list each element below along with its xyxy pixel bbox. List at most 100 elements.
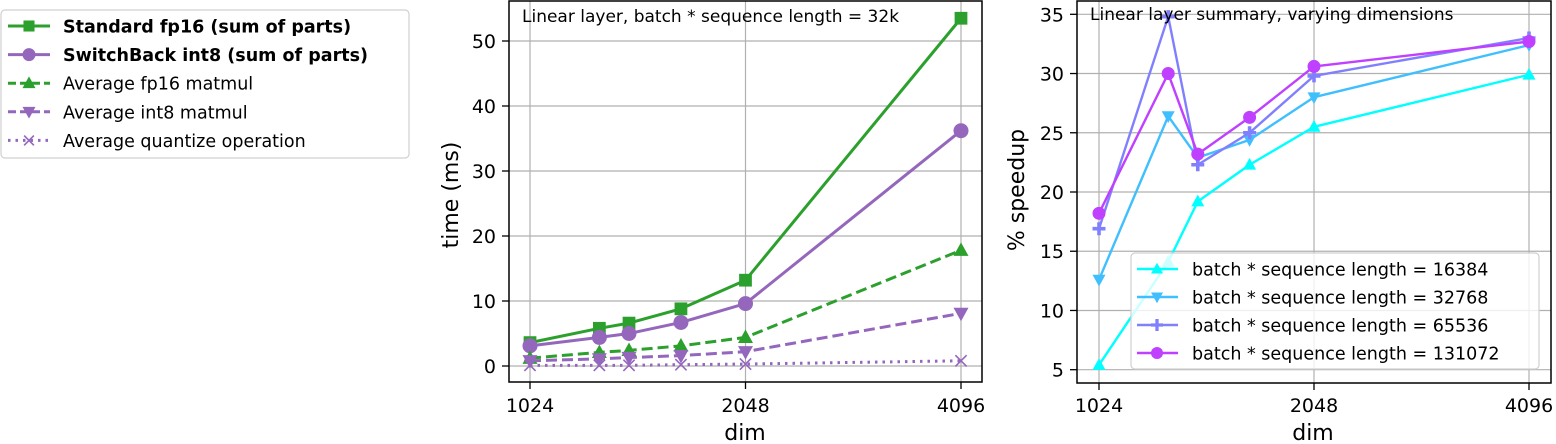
chart-title: Linear layer, batch * sequence length = …: [522, 7, 899, 27]
data-point-square-icon: [674, 302, 688, 316]
legend-item: batch * sequence length = 32768: [1137, 289, 1488, 309]
data-point-square-icon: [954, 11, 968, 25]
data-point-x-icon: [523, 359, 537, 372]
series-path: [1097, 15, 1530, 230]
data-point-x-icon: [622, 359, 636, 372]
legend-plus-icon: [1151, 319, 1163, 331]
legend-square-icon: [23, 20, 35, 32]
data-point-triangle-down-icon: [673, 349, 689, 364]
y-tick-label: 40: [472, 96, 496, 118]
legend-box: [1130, 252, 1540, 370]
y-tick-label: 20: [472, 226, 496, 248]
data-point-plus-icon: [1191, 158, 1205, 172]
legend-speedup-chart: batch * sequence length = 16384 batch * s…: [1130, 252, 1540, 370]
ticks: 1024 2048 4096 5 10 15 20 25 30 35: [1040, 4, 1553, 417]
y-axis-label: time (ms): [439, 142, 464, 249]
grid-lines: [509, 1, 982, 382]
data-point-triangle-up-icon: [738, 329, 753, 344]
legend-triangle-down-icon: [22, 106, 36, 119]
legend-label: Average quantize operation: [63, 132, 306, 152]
y-tick-label: 20: [1040, 182, 1064, 204]
data-point-plus-icon: [1307, 69, 1321, 83]
legend-item: SwitchBack int8 (sum of parts): [8, 46, 368, 66]
data-point-triangle-down-icon: [1161, 111, 1175, 124]
series-layer: [522, 11, 969, 372]
series-layer: [1092, 10, 1536, 370]
y-tick-label: 35: [1040, 4, 1064, 26]
legend-x-icon: [23, 134, 35, 146]
time-chart: 1024 2048 4096 0 10 20 30 40 50 Linear layer, ba…: [439, 0, 985, 444]
data-point-triangle-down-icon: [621, 351, 637, 366]
data-point-triangle-down-icon: [1243, 134, 1257, 147]
data-point-triangle-up-icon: [1092, 358, 1106, 370]
legend-item: Standard fp16 (sum of parts): [8, 18, 351, 38]
legend-triangle-up-icon: [22, 76, 36, 89]
legend-item: Average int8 matmul: [8, 103, 248, 123]
y-tick-label: 15: [1040, 241, 1064, 263]
series-line: [523, 354, 968, 372]
y-tick-label: 25: [1040, 123, 1064, 145]
data-point-x-icon: [954, 354, 968, 367]
legend-label: batch * sequence length = 32768: [1192, 289, 1488, 309]
legend-circle-icon: [1151, 347, 1163, 359]
data-point-circle-icon: [1161, 67, 1175, 81]
data-point-square-icon: [622, 316, 636, 330]
legend-circle-icon: [22, 48, 36, 62]
legend-label: batch * sequence length = 16384: [1192, 261, 1488, 281]
data-point-triangle-up-icon: [1243, 157, 1257, 170]
y-tick-label: 10: [472, 291, 496, 313]
legend-label: Standard fp16 (sum of parts): [63, 18, 351, 38]
x-tick-label: 1024: [506, 395, 554, 417]
series-line: [1092, 35, 1536, 220]
data-point-triangle-up-icon: [953, 242, 969, 256]
y-tick-label: 30: [1040, 64, 1064, 86]
y-tick-label: 0: [484, 356, 496, 378]
y-axis-label: % speedup: [1005, 129, 1030, 251]
x-tick-label: 4096: [937, 395, 985, 417]
data-point-x-icon: [674, 358, 688, 371]
series-path: [529, 17, 963, 345]
ticks: 1024 2048 4096 0 10 20 30 40 50: [472, 31, 985, 417]
speedup-chart: batch * sequence length = 16384 batch * s…: [1005, 0, 1553, 444]
x-tick-label: 4096: [1505, 395, 1553, 417]
data-point-triangle-down-icon: [953, 307, 969, 322]
y-tick-label: 50: [472, 31, 496, 53]
data-point-triangle-down-icon: [522, 355, 538, 369]
chart-title: Linear layer summary, varying dimensions: [1090, 5, 1454, 25]
series-path: [529, 248, 962, 360]
data-point-circle-icon: [953, 123, 969, 139]
y-tick-label: 10: [1040, 300, 1064, 322]
legend-item: batch * sequence length = 16384: [1137, 261, 1488, 281]
data-point-circle-icon: [1092, 206, 1106, 220]
data-point-triangle-up-icon: [1191, 194, 1205, 207]
data-point-circle-icon: [522, 338, 538, 354]
series-path: [529, 311, 962, 363]
data-point-circle-icon: [621, 326, 637, 341]
data-point-triangle-up-icon: [1522, 67, 1536, 80]
x-tick-label: 1024: [1075, 395, 1123, 417]
series-line: [522, 123, 969, 354]
x-tick-label: 2048: [1290, 395, 1338, 417]
data-point-x-icon: [593, 359, 606, 372]
data-point-circle-icon: [673, 314, 689, 330]
data-point-triangle-down-icon: [1307, 92, 1321, 105]
data-point-triangle-up-icon: [1307, 120, 1321, 132]
data-point-plus-icon: [1161, 10, 1175, 24]
legend-label: SwitchBack int8 (sum of parts): [63, 46, 368, 66]
data-point-triangle-down-icon: [1092, 274, 1106, 287]
y-tick-label: 30: [472, 161, 496, 183]
data-point-square-icon: [739, 273, 752, 287]
data-point-triangle-up-icon: [673, 337, 689, 352]
series-line: [522, 307, 969, 369]
data-point-triangle-down-icon: [591, 353, 607, 367]
series-path: [1097, 40, 1530, 214]
legend-time-chart: Standard fp16 (sum of parts) SwitchBack i…: [0, 9, 410, 159]
legend-label: batch * sequence length = 131072: [1192, 345, 1500, 365]
data-point-circle-icon: [1522, 35, 1536, 49]
series-path: [529, 129, 962, 348]
y-tick-label: 5: [1052, 360, 1064, 382]
legend-box: [0, 9, 410, 159]
data-point-circle-icon: [1191, 147, 1205, 161]
legend-label: Average int8 matmul: [63, 103, 248, 123]
